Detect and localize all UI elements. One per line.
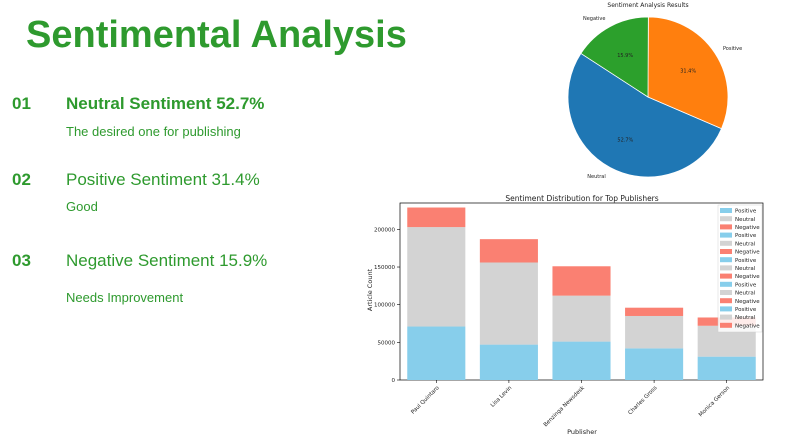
- bar-segment-negative: [407, 207, 466, 228]
- legend-label: Positive: [735, 258, 757, 264]
- legend-label: Positive: [735, 282, 757, 288]
- x-axis-label: Publisher: [567, 428, 597, 436]
- pie-slice-negative: [580, 16, 649, 98]
- legend-swatch: [720, 265, 732, 271]
- x-tick-label: Charles Gross: [627, 385, 658, 416]
- item-desc-3: Needs Improvement: [66, 290, 184, 305]
- y-tick-label: 200000: [374, 227, 395, 233]
- item-heading-3: Negative Sentiment 15.9%: [66, 251, 268, 270]
- legend-swatch: [720, 240, 732, 246]
- pie-title: Sentiment Analysis Results: [607, 2, 688, 9]
- legend-label: Positive: [735, 307, 757, 313]
- pie-pct-label: 15.9%: [617, 53, 633, 59]
- bar-segment-negative: [697, 317, 756, 326]
- x-tick-label: Lisa Levin: [490, 385, 514, 409]
- slide-title: Sentimental Analysis: [26, 14, 407, 56]
- legend-swatch: [720, 281, 732, 287]
- legend-swatch: [720, 208, 732, 213]
- pie-slice-positive: [647, 16, 729, 130]
- bar-segment-negative: [625, 307, 684, 316]
- bar-chart-title: Sentiment Distribution for Top Publisher…: [505, 194, 658, 203]
- legend-swatch: [720, 257, 732, 263]
- legend-label: Negative: [735, 250, 760, 256]
- legend-label: Positive: [735, 209, 757, 215]
- legend-label: Neutral: [735, 315, 756, 321]
- legend-swatch: [720, 322, 732, 328]
- pie-pct-label: 52.7%: [617, 137, 633, 143]
- pie-category-label: Positive: [723, 46, 742, 52]
- bar-segment-neutral: [552, 295, 611, 342]
- pie-slice-neutral: [567, 52, 723, 178]
- legend-swatch: [720, 216, 732, 222]
- bar-segment-positive: [552, 341, 611, 380]
- legend-label: Neutral: [735, 291, 756, 297]
- bar-segment-neutral: [479, 262, 538, 345]
- legend-label: Neutral: [735, 241, 756, 247]
- bar-segment-positive: [697, 356, 756, 380]
- legend-swatch: [720, 273, 732, 279]
- legend-swatch: [720, 232, 732, 238]
- item-heading-2: Positive Sentiment 31.4%: [66, 170, 260, 189]
- item-number-1: 01: [12, 94, 31, 113]
- y-tick-label: 50000: [378, 340, 396, 346]
- item-heading-1: Neutral Sentiment 52.7%: [66, 94, 265, 113]
- y-tick-label: 100000: [374, 303, 395, 309]
- bar-segment-positive: [407, 326, 466, 380]
- x-tick-label: Paul Quintaro: [410, 385, 441, 416]
- y-tick-label: 150000: [374, 265, 395, 271]
- legend-label: Negative: [735, 274, 760, 280]
- x-tick-label: Benzinga Newsdesk: [543, 385, 587, 429]
- x-tick-label: Monica Gerson: [698, 385, 732, 419]
- item-number-3: 03: [12, 251, 31, 270]
- bar-segment-neutral: [697, 325, 756, 357]
- bar-segment-negative: [479, 239, 538, 263]
- bar-segment-positive: [479, 344, 538, 380]
- item-desc-2: Good: [66, 199, 98, 214]
- legend-label: Negative: [735, 225, 760, 231]
- legend-swatch: [720, 298, 732, 304]
- legend-swatch: [720, 314, 732, 320]
- bar-segment-negative: [552, 266, 611, 296]
- item-desc-1: The desired one for publishing: [66, 124, 241, 139]
- y-axis-label: Article Count: [366, 268, 374, 311]
- legend-label: Negative: [735, 323, 760, 329]
- legend-swatch: [720, 306, 732, 312]
- legend-label: Negative: [735, 299, 760, 305]
- legend-label: Neutral: [735, 266, 756, 272]
- pie-category-label: Neutral: [587, 174, 605, 180]
- y-tick-label: 0: [392, 378, 396, 384]
- legend-label: Neutral: [735, 217, 756, 223]
- bar-segment-neutral: [407, 227, 466, 327]
- legend-box: [717, 204, 763, 333]
- plot-frame: [399, 202, 764, 381]
- legend-swatch: [720, 249, 732, 254]
- pie-pct-label: 31.4%: [680, 69, 696, 75]
- bar-segment-neutral: [625, 315, 684, 349]
- bar-segment-positive: [625, 348, 684, 380]
- pie-category-label: Negative: [583, 16, 605, 22]
- legend-swatch: [720, 290, 732, 295]
- legend-swatch: [720, 224, 732, 230]
- legend-label: Positive: [735, 233, 757, 239]
- item-number-2: 02: [12, 170, 31, 189]
